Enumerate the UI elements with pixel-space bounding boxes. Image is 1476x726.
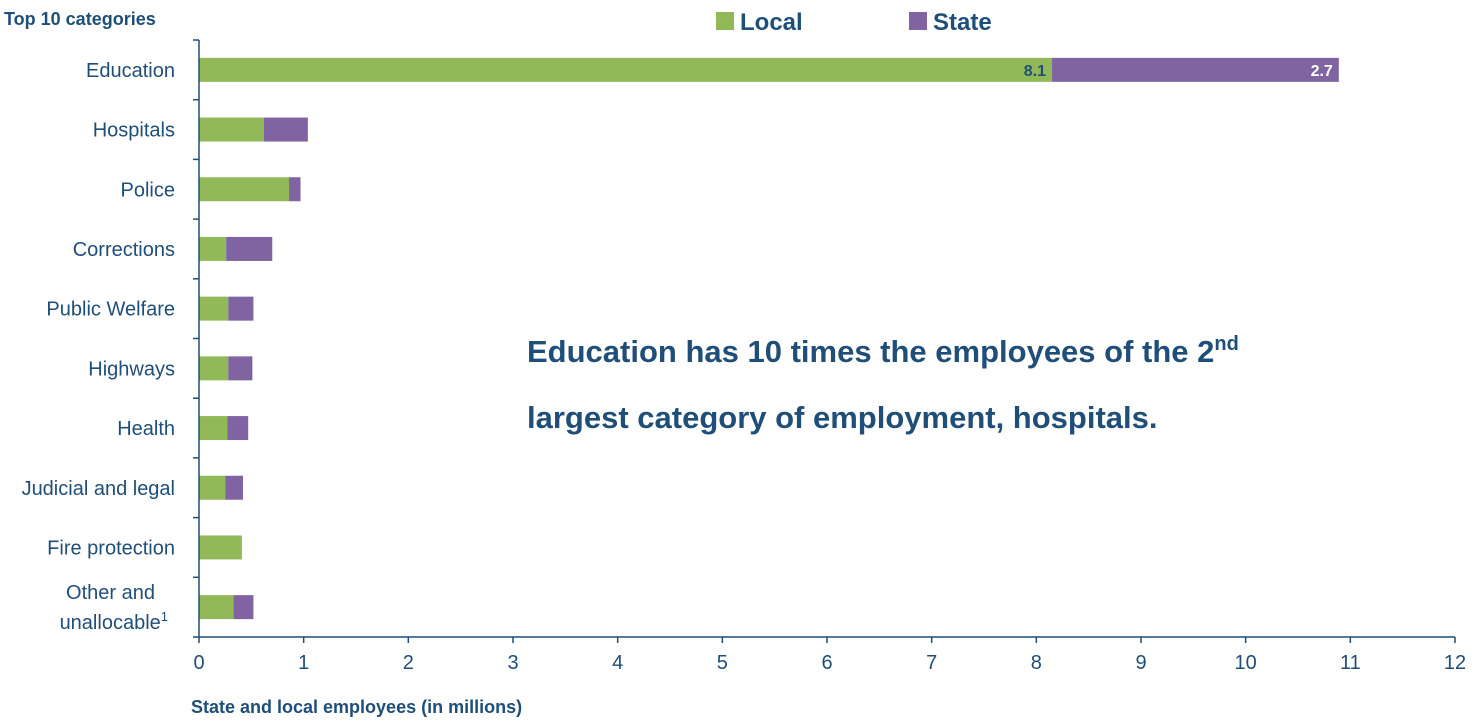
bar-local-0 <box>199 57 1053 82</box>
x-tick-label: 5 <box>717 652 728 674</box>
category-label: Health <box>117 418 175 440</box>
bar-state-6 <box>227 416 249 441</box>
bar-state-1 <box>263 117 308 142</box>
data-label: 2.7 <box>1311 63 1333 80</box>
annotation: Education has 10 times the employees of … <box>527 333 1239 435</box>
x-axis-ticks: 0 1 2 3 4 5 6 7 8 9 10 11 12 <box>193 637 1466 674</box>
data-label: 8.1 <box>1024 63 1046 80</box>
category-labels: Education Hospitals Police Corrections Publi… <box>22 60 175 634</box>
x-tick-label: 9 <box>1135 652 1146 674</box>
x-axis-title: State and local employees (in millions) <box>191 697 522 717</box>
category-label: Fire protection <box>47 537 175 559</box>
x-tick-label: 0 <box>193 652 204 674</box>
annotation-superscript: nd <box>1214 333 1238 355</box>
bar-state-2 <box>289 177 301 202</box>
bar-state-0 <box>1052 57 1339 82</box>
bar-local-1 <box>199 117 264 142</box>
x-tick-label: 10 <box>1235 652 1257 674</box>
x-tick-label: 1 <box>298 652 309 674</box>
legend-label-state: State <box>933 9 992 36</box>
categories-title: Top 10 categories <box>4 9 156 29</box>
bar-state-4 <box>228 296 254 321</box>
legend-swatch-local <box>716 12 734 30</box>
bar-state-5 <box>228 356 253 381</box>
category-label: Public Welfare <box>46 299 175 321</box>
data-labels: 8.1 2.7 <box>1024 63 1333 80</box>
category-label: Police <box>121 179 175 201</box>
bar-local-6 <box>199 416 228 441</box>
category-label: unallocable1 <box>60 609 168 634</box>
category-label: Judicial and legal <box>22 478 175 500</box>
bar-local-9 <box>199 595 234 620</box>
x-tick-label: 7 <box>926 652 937 674</box>
x-tick-label: 11 <box>1340 652 1361 674</box>
bar-local-4 <box>199 296 229 321</box>
x-tick-label: 8 <box>1031 652 1042 674</box>
legend-swatch-state <box>909 12 927 30</box>
legend-label-local: Local <box>740 9 803 36</box>
bar-local-2 <box>199 177 290 202</box>
x-tick-label: 2 <box>403 652 414 674</box>
annotation-line-1-text: Education has 10 times the employees of … <box>527 334 1214 369</box>
bar-state-9 <box>233 595 254 620</box>
bar-local-7 <box>199 475 226 500</box>
annotation-line-2: largest category of employment, hospital… <box>527 400 1158 435</box>
bar-state-7 <box>225 475 243 500</box>
x-tick-label: 6 <box>821 652 832 674</box>
category-label: Highways <box>88 358 175 380</box>
x-tick-label: 3 <box>507 652 518 674</box>
category-label: Education <box>86 60 175 82</box>
annotation-line-1: Education has 10 times the employees of … <box>527 333 1239 369</box>
bar-local-3 <box>199 236 227 261</box>
bars-layer <box>199 57 1339 620</box>
bar-local-5 <box>199 356 229 381</box>
x-tick-label: 4 <box>612 652 623 674</box>
category-label: Other and <box>66 582 155 604</box>
category-label: Corrections <box>73 239 175 261</box>
bar-local-8 <box>199 535 242 560</box>
x-tick-label: 12 <box>1444 652 1466 674</box>
legend: Local State <box>716 9 992 36</box>
category-label: Hospitals <box>93 120 175 142</box>
bar-state-3 <box>226 236 273 261</box>
